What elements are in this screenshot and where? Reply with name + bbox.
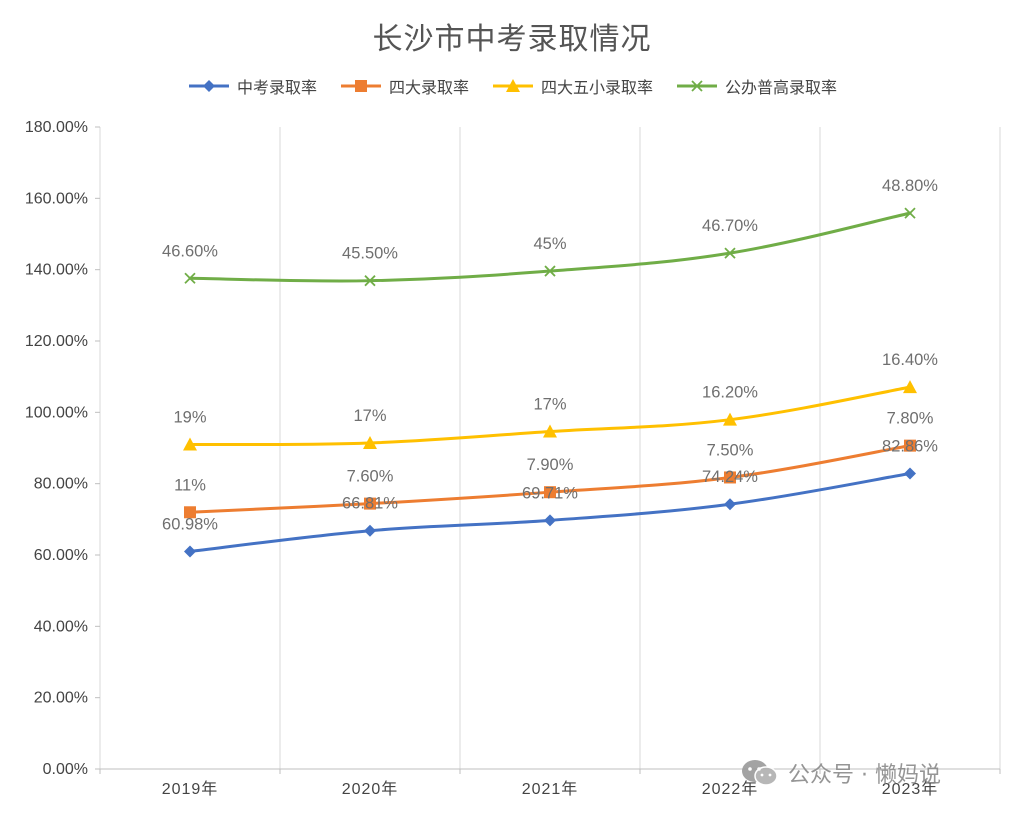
- y-tick-label: 160.00%: [25, 190, 88, 207]
- series-lines: [183, 207, 917, 558]
- legend-item: 四大五小录取率: [491, 74, 653, 98]
- data-label: 69.71%: [522, 484, 578, 502]
- triangle-marker: [506, 79, 520, 92]
- legend-swatch-icon: [493, 79, 533, 92]
- data-label: 45%: [533, 235, 566, 253]
- x-marker-stroke: [904, 207, 916, 219]
- triangle-marker: [363, 435, 377, 449]
- x-marker-stroke: [691, 80, 703, 92]
- square-marker: [544, 486, 556, 499]
- y-tick-label: 180.00%: [25, 119, 88, 136]
- series-2: [184, 439, 916, 519]
- data-label: 7.80%: [887, 410, 934, 428]
- square-marker: [724, 471, 736, 484]
- legend-swatch-icon: [340, 80, 381, 92]
- x-tick-label: 2019年: [162, 780, 219, 798]
- legend-swatch-icon: [677, 80, 718, 92]
- square-marker: [184, 506, 196, 519]
- data-label: 7.60%: [347, 468, 394, 486]
- wechat-icon: [742, 760, 778, 786]
- x-marker-stroke: [544, 265, 556, 277]
- triangle-marker: [543, 424, 557, 438]
- series-3: [183, 380, 917, 451]
- square-marker: [354, 80, 367, 92]
- data-label: 16.40%: [882, 351, 938, 369]
- x-tick-label: 2022年: [702, 780, 759, 798]
- data-label: 66.81%: [342, 495, 398, 513]
- diamond-marker: [184, 545, 196, 558]
- x-marker-stroke: [724, 247, 736, 259]
- data-label: 46.70%: [702, 217, 758, 235]
- data-label: 45.50%: [342, 245, 398, 263]
- legend-item: 中考录取率: [187, 74, 317, 98]
- axes: 0.00% 20.00% 40.00% 60.00% 80.00% 100.00% 120.…: [25, 119, 1001, 798]
- watermark: 公众号 · 懒妈说: [740, 756, 941, 790]
- series-1: [184, 467, 916, 558]
- data-label: 17%: [533, 396, 566, 414]
- y-tick-label: 0.00%: [43, 761, 88, 778]
- chart-legend: 中考录取率 四大录取率 四大五小录取率 公办普高录取率: [0, 74, 1024, 98]
- y-tick-label: 140.00%: [25, 262, 88, 279]
- data-label: 11%: [174, 476, 206, 494]
- x-marker-stroke: [184, 272, 196, 284]
- y-tick-label: 100.00%: [25, 404, 88, 421]
- data-label: 48.80%: [882, 177, 938, 195]
- y-tick-label: 40.00%: [34, 618, 88, 635]
- data-label: 74.24%: [702, 468, 758, 486]
- diamond-marker: [364, 524, 376, 537]
- data-label: 82.86%: [882, 437, 938, 455]
- data-label: 46.60%: [162, 242, 218, 260]
- diamond-marker: [904, 467, 916, 480]
- square-marker: [904, 439, 916, 452]
- diamond-marker: [724, 498, 736, 511]
- x-marker: [724, 247, 736, 259]
- triangle-marker: [183, 437, 197, 451]
- legend-label: 中考录取率: [236, 78, 317, 97]
- series-4: [184, 207, 916, 287]
- y-tick-label: 120.00%: [25, 333, 88, 350]
- legend-label: 四大五小录取率: [541, 78, 654, 97]
- x-marker: [364, 275, 376, 287]
- data-label: 60.98%: [162, 516, 218, 534]
- watermark-text: 公众号 · 懒妈说: [788, 763, 941, 788]
- x-marker: [544, 265, 556, 277]
- x-tick-label: 2020年: [342, 780, 399, 798]
- data-label: 7.50%: [707, 441, 754, 459]
- y-tick-label: 60.00%: [34, 547, 88, 564]
- data-label: 17%: [353, 407, 386, 425]
- x-marker-stroke: [364, 275, 376, 287]
- triangle-marker: [903, 380, 917, 394]
- data-label: 7.90%: [527, 456, 574, 474]
- diamond-marker: [544, 514, 556, 527]
- legend-swatch-icon: [188, 80, 229, 92]
- legend-item: 公办普高录取率: [675, 74, 837, 98]
- diamond-marker: [202, 80, 215, 92]
- square-marker: [364, 497, 376, 510]
- y-tick-label: 20.00%: [34, 690, 88, 707]
- data-label: 16.20%: [702, 384, 758, 402]
- x-marker: [904, 207, 916, 219]
- legend-item: 四大录取率: [339, 74, 469, 98]
- x-tick-label: 2023年: [882, 780, 939, 798]
- data-label: 19%: [173, 409, 206, 427]
- x-marker: [691, 80, 703, 92]
- x-tick-label: 2021年: [522, 780, 579, 798]
- chart-title: 长沙市中考录取情况: [372, 22, 652, 57]
- data-labels: 60.98% 66.81% 69.71% 74.24% 82.86% 11% 7.60% 7.…: [162, 177, 938, 533]
- legend-label: 四大录取率: [388, 78, 469, 97]
- triangle-marker: [723, 412, 737, 426]
- legend-label: 公办普高录取率: [725, 78, 838, 97]
- y-tick-label: 80.00%: [34, 476, 88, 493]
- x-marker: [184, 272, 196, 284]
